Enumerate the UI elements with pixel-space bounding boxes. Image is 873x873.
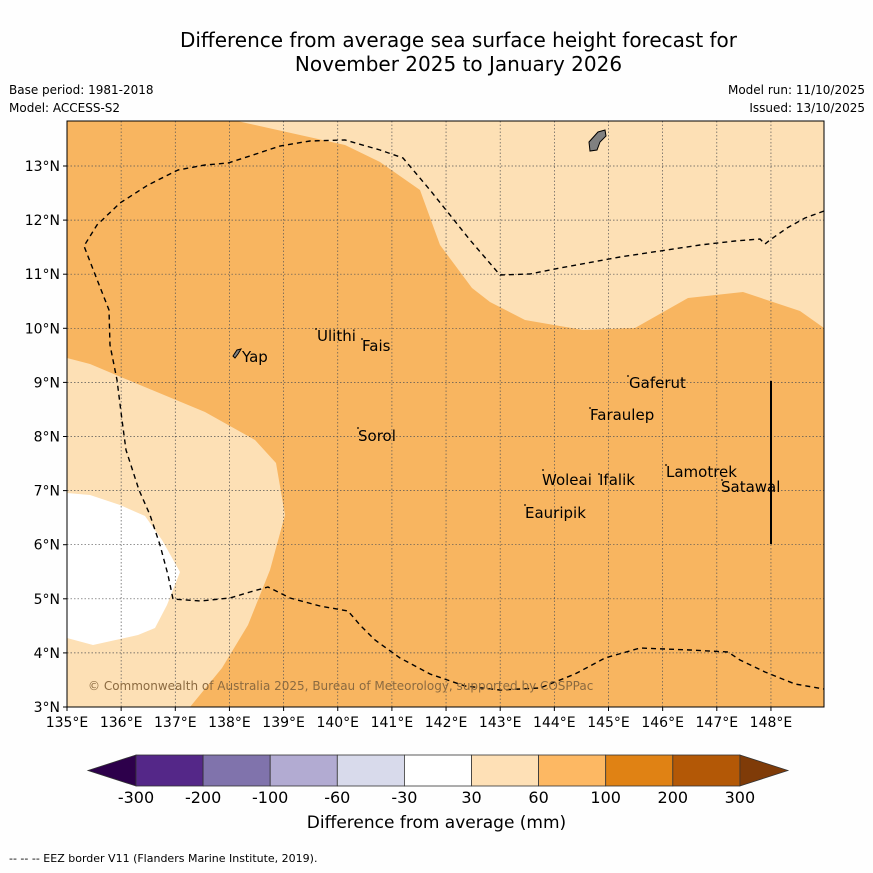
copyright-notice: © Commonwealth of Australia 2025, Bureau… bbox=[88, 679, 593, 693]
place-label-satawal: Satawal bbox=[721, 478, 780, 496]
anomaly-region-neutral bbox=[67, 493, 180, 645]
colorbar-extend-high bbox=[739, 754, 790, 787]
place-label-ulithi: Ulithi bbox=[317, 327, 356, 345]
colorbar-tick-label: -60 bbox=[324, 788, 350, 807]
x-tick-label: 141°E bbox=[371, 715, 414, 731]
x-tick-label: 147°E bbox=[696, 715, 739, 731]
colorbar-tick-label: 300 bbox=[725, 788, 756, 807]
x-tick-label: 146°E bbox=[641, 715, 684, 731]
x-tick-label: 144°E bbox=[533, 715, 576, 731]
meta-left: Base period: 1981-2018 Model: ACCESS-S2 bbox=[9, 81, 154, 117]
colorbar-tick-label: 30 bbox=[461, 788, 481, 807]
colorbar-segment bbox=[403, 754, 472, 787]
colorbar-segment bbox=[672, 754, 741, 787]
place-label-lamotrek: Lamotrek bbox=[666, 463, 737, 481]
island-markers bbox=[315, 328, 723, 506]
x-tick-label: 145°E bbox=[587, 715, 630, 731]
x-tick-label: 137°E bbox=[154, 715, 197, 731]
x-tick-label: 138°E bbox=[208, 715, 251, 731]
colorbar-extend-low bbox=[86, 754, 137, 787]
title-line-1: Difference from average sea surface heig… bbox=[179, 28, 738, 52]
colorbar-tick-label: 100 bbox=[590, 788, 621, 807]
colorbar-tick-label: -300 bbox=[118, 788, 154, 807]
y-tick-label: 13°N bbox=[25, 159, 60, 175]
map-area: Yap Ulithi Fais Sorol Gaferut Faraulep W… bbox=[67, 121, 824, 707]
y-tick-label: 12°N bbox=[25, 213, 60, 229]
graticule bbox=[67, 121, 824, 707]
x-tick-label: 142°E bbox=[425, 715, 468, 731]
base-period: Base period: 1981-2018 bbox=[9, 83, 154, 97]
place-label-yap: Yap bbox=[241, 348, 268, 366]
y-tick-label: 9°N bbox=[34, 375, 60, 391]
colorbar-tick-label: -200 bbox=[185, 788, 221, 807]
colorbar-segment bbox=[202, 754, 271, 787]
x-tick-label: 143°E bbox=[479, 715, 522, 731]
colorbar-segment bbox=[135, 754, 204, 787]
place-label-ifalik: Ifalik bbox=[599, 471, 635, 489]
land-guam bbox=[588, 129, 607, 152]
y-tick-label: 3°N bbox=[34, 700, 60, 716]
map-figure: Yap Ulithi Fais Sorol Gaferut Faraulep W… bbox=[25, 120, 825, 807]
y-tick-label: 6°N bbox=[34, 538, 60, 554]
place-label-sorol: Sorol bbox=[358, 427, 396, 445]
y-tick-label: 7°N bbox=[34, 484, 60, 500]
model-name: Model: ACCESS-S2 bbox=[9, 101, 121, 115]
place-label-eauripik: Eauripik bbox=[525, 504, 586, 522]
colorbar-tick-label: -30 bbox=[391, 788, 417, 807]
colorbar: -300 -200 -100 -60 -30 30 60 100 200 300 bbox=[86, 754, 790, 807]
colorbar-title: Difference from average (mm) bbox=[306, 813, 567, 833]
x-tick-label: 140°E bbox=[316, 715, 359, 731]
colorbar-tick-label: 200 bbox=[658, 788, 689, 807]
place-label-woleai: Woleai bbox=[542, 471, 592, 489]
colorbar-segment bbox=[471, 754, 539, 787]
land-yap bbox=[232, 348, 243, 359]
title-line-2: November 2025 to January 2026 bbox=[294, 52, 623, 76]
y-tick-label: 4°N bbox=[34, 646, 60, 662]
anomaly-region-30-60-north bbox=[237, 121, 824, 330]
eez-border-line bbox=[83, 139, 824, 691]
x-tick-label: 139°E bbox=[262, 715, 305, 731]
x-tick-label: 148°E bbox=[750, 715, 793, 731]
y-tick-label: 11°N bbox=[25, 267, 60, 283]
x-tick-label: 135°E bbox=[46, 715, 89, 731]
colorbar-segment bbox=[538, 754, 607, 787]
issued-date: Issued: 13/10/2025 bbox=[749, 101, 865, 115]
y-tick-label: 8°N bbox=[34, 430, 60, 446]
colorbar-segment bbox=[336, 754, 405, 787]
colorbar-tick-label: 60 bbox=[528, 788, 548, 807]
colorbar-tick-label: -100 bbox=[252, 788, 288, 807]
place-label-gaferut: Gaferut bbox=[629, 374, 686, 392]
place-label-faraulep: Faraulep bbox=[590, 406, 654, 424]
chart-title: Difference from average sea surface heig… bbox=[0, 28, 873, 76]
eez-legend-note: -- -- -- EEZ border V11 (Flanders Marine… bbox=[9, 852, 318, 865]
colorbar-segment bbox=[605, 754, 674, 787]
map-frame bbox=[66, 120, 825, 708]
axis-ticks: 135°E 136°E 137°E 138°E 139°E 140°E 141°E 142°E… bbox=[25, 159, 793, 731]
y-tick-label: 10°N bbox=[25, 321, 60, 337]
colorbar-segment bbox=[269, 754, 338, 787]
y-tick-label: 5°N bbox=[34, 592, 60, 608]
place-label-fais: Fais bbox=[362, 337, 391, 355]
meta-right: Model run: 11/10/2025 Issued: 13/10/2025 bbox=[728, 81, 865, 117]
model-run: Model run: 11/10/2025 bbox=[727, 83, 865, 97]
x-tick-label: 136°E bbox=[100, 715, 143, 731]
